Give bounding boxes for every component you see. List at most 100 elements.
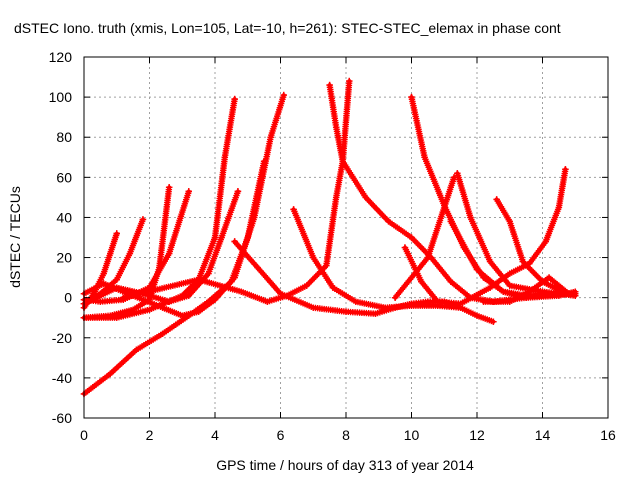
ticks: 0 2 4 6 8 10 12 14 16 -60 -40 -20 0 20 40 60 80 100 120 [49, 49, 616, 443]
data-point [310, 254, 317, 261]
data-point [234, 188, 242, 195]
data-point [323, 262, 330, 269]
data-point [382, 304, 389, 311]
series-15 [391, 174, 458, 301]
series-17 [447, 218, 579, 301]
series-19 [480, 274, 572, 305]
y-tick-label: -40 [52, 370, 72, 386]
data-point [231, 274, 238, 281]
data-point [342, 308, 350, 315]
data-point [421, 154, 428, 161]
x-tick-label: 10 [404, 427, 420, 443]
data-point [408, 234, 415, 241]
data-point [254, 264, 261, 271]
data-point [159, 304, 166, 311]
data-point [100, 270, 107, 277]
data-point [572, 292, 579, 299]
data-point [133, 346, 140, 354]
y-tick-label: 120 [49, 49, 73, 65]
data-point [408, 302, 415, 309]
data-point [113, 276, 120, 283]
data-point [555, 204, 563, 211]
series-markers [401, 166, 569, 307]
data-point [401, 244, 409, 251]
x-axis-label: GPS time / hours of day 313 of year 2014 [216, 457, 474, 473]
data-layer [80, 77, 579, 398]
data-point [332, 194, 340, 201]
data-point [231, 95, 238, 103]
data-point [310, 304, 317, 311]
data-point [146, 306, 153, 313]
data-point [303, 282, 310, 289]
data-point [185, 292, 192, 299]
data-point [486, 258, 494, 265]
data-point [539, 288, 546, 295]
data-point [113, 314, 120, 321]
data-point [165, 184, 173, 191]
data-point [332, 123, 340, 131]
data-point [526, 288, 533, 295]
y-tick-label: -20 [52, 330, 72, 346]
data-point [408, 93, 415, 101]
data-point [506, 282, 513, 289]
data-point [506, 298, 513, 305]
data-point [565, 290, 572, 297]
data-point [506, 218, 513, 225]
data-point [467, 214, 474, 221]
data-point [542, 238, 549, 245]
data-point [480, 298, 487, 305]
data-point [107, 250, 114, 257]
data-point [195, 276, 202, 283]
data-point [473, 312, 481, 319]
data-point [352, 298, 360, 305]
data-point [221, 154, 229, 161]
series-10 [231, 238, 497, 325]
data-point [391, 294, 399, 301]
data-point [457, 300, 464, 307]
data-point [267, 134, 274, 141]
data-point [139, 216, 147, 223]
data-point [120, 294, 127, 301]
y-axis-label: dSTEC / TECUs [7, 186, 23, 288]
data-point [264, 298, 271, 305]
data-point [506, 270, 513, 277]
data-point [113, 230, 120, 237]
x-tick-label: 2 [146, 427, 154, 443]
data-point [385, 218, 392, 225]
series-markers [231, 238, 497, 325]
y-tick-label: -60 [52, 410, 72, 426]
chart-title: dSTEC Iono. truth (xmis, Lon=105, Lat=-1… [14, 20, 561, 36]
x-tick-label: 4 [211, 427, 219, 443]
data-point [107, 370, 114, 378]
data-point [434, 298, 441, 305]
data-point [424, 254, 432, 261]
data-point [545, 274, 553, 281]
series-11 [290, 206, 464, 311]
y-tick-label: 80 [56, 129, 72, 145]
data-point [490, 318, 497, 325]
data-point [100, 280, 107, 287]
data-point [447, 218, 454, 225]
x-tick-label: 8 [342, 427, 350, 443]
data-point [205, 270, 212, 277]
data-point [126, 250, 134, 257]
x-tick-label: 6 [277, 427, 285, 443]
data-point [418, 278, 425, 285]
data-point [211, 296, 219, 303]
x-tick-label: 16 [600, 427, 616, 443]
data-point [277, 290, 284, 297]
data-point [218, 234, 225, 241]
data-point [372, 310, 379, 317]
data-point [290, 206, 297, 213]
data-point [339, 158, 346, 165]
x-tick-label: 12 [469, 427, 485, 443]
data-point [555, 292, 563, 299]
data-point [500, 288, 507, 295]
series-line [327, 83, 578, 304]
data-point [185, 188, 192, 195]
data-point [165, 298, 173, 305]
data-point [280, 91, 287, 99]
data-point [562, 166, 569, 173]
data-point [493, 196, 500, 203]
